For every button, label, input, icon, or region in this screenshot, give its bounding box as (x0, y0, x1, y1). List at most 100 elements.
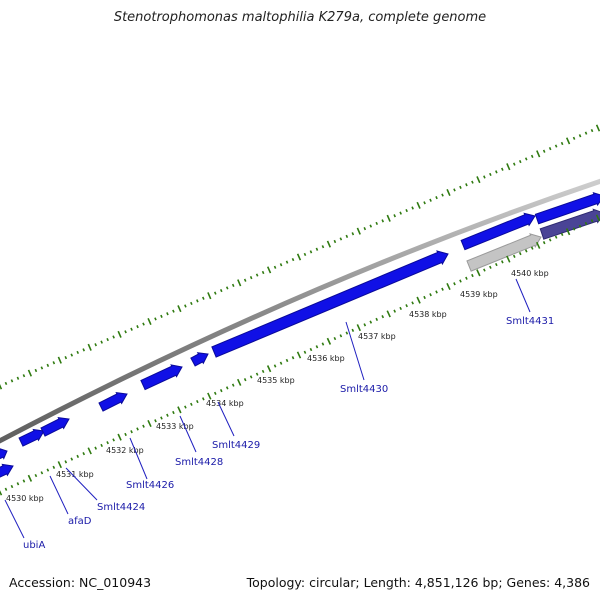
minor-tick (124, 330, 127, 334)
minor-tick (554, 235, 558, 239)
minor-tick (16, 376, 20, 380)
minor-tick (166, 312, 169, 316)
major-tick (446, 188, 451, 197)
major-tick (595, 124, 600, 132)
gene-arrow[interactable] (534, 192, 600, 225)
minor-tick (453, 282, 456, 286)
minor-tick (261, 270, 265, 275)
gene-label-Smlt4428[interactable]: Smlt4428 (175, 457, 223, 468)
minor-tick (483, 175, 486, 179)
gene-arrow[interactable] (460, 212, 536, 251)
minor-tick (249, 276, 253, 280)
minor-tick (202, 397, 205, 401)
tick-label: 4531 kbp (56, 470, 94, 479)
minor-tick (82, 452, 86, 456)
minor-tick (202, 296, 205, 300)
gene-arrow[interactable] (0, 448, 8, 460)
minor-tick (172, 410, 175, 415)
minor-tick (363, 323, 367, 327)
minor-tick (578, 224, 582, 228)
minor-tick (333, 336, 337, 341)
major-tick (356, 324, 361, 332)
gene-arrow-dark[interactable] (539, 208, 600, 240)
minor-tick (554, 144, 558, 148)
minor-tick (590, 219, 594, 223)
major-tick (565, 228, 571, 236)
minor-tick (375, 317, 379, 321)
major-tick (296, 253, 302, 261)
minor-tick (249, 375, 253, 379)
minor-tick (441, 193, 444, 197)
minor-tick (584, 221, 588, 226)
major-tick (296, 351, 302, 359)
tick-label: 4538 kbp (409, 310, 447, 319)
major-tick (446, 282, 451, 291)
minor-tick (46, 363, 50, 367)
minor-tick (70, 457, 74, 461)
tick-label: 4533 kbp (156, 422, 194, 431)
minor-tick (351, 328, 355, 332)
gene-arrow-grey[interactable] (466, 233, 542, 272)
minor-tick (542, 149, 546, 153)
major-tick (207, 292, 212, 300)
minor-tick (285, 358, 289, 363)
minor-tick (225, 386, 229, 390)
minor-tick (184, 304, 187, 308)
minor-tick (345, 234, 349, 238)
minor-tick (273, 364, 277, 368)
gene-arrow[interactable] (40, 417, 70, 437)
minor-tick (572, 227, 576, 231)
major-tick (147, 317, 152, 326)
minor-tick (381, 315, 385, 319)
minor-tick (405, 304, 408, 308)
minor-tick (112, 438, 115, 442)
minor-tick (423, 201, 426, 205)
minor-tick (560, 232, 564, 237)
gene-arrow[interactable] (0, 463, 14, 478)
minor-tick (184, 405, 187, 409)
gene-arrow[interactable] (190, 352, 209, 367)
gene-label-ubiA[interactable]: ubiA (23, 540, 45, 551)
leader-line (345, 321, 365, 381)
minor-tick (219, 389, 223, 393)
gene-label-Smlt4431[interactable]: Smlt4431 (506, 316, 554, 327)
gene-arrow[interactable] (140, 364, 183, 391)
minor-tick (489, 265, 492, 269)
gene-label-Smlt4424[interactable]: Smlt4424 (97, 502, 145, 513)
minor-tick (4, 487, 8, 491)
genome-summary-text: Topology: circular; Length: 4,851,126 bp… (246, 575, 590, 590)
minor-tick (279, 361, 283, 365)
gene-label-afaD[interactable]: afaD (68, 516, 92, 527)
gene-arrow[interactable] (18, 428, 45, 447)
minor-tick (375, 221, 379, 226)
major-tick (595, 214, 600, 222)
minor-tick (572, 136, 576, 140)
minor-tick (94, 446, 97, 450)
tick-label: 4540 kbp (511, 269, 549, 278)
minor-tick (154, 419, 157, 423)
major-tick (237, 279, 242, 287)
minor-tick (46, 468, 50, 472)
minor-tick (243, 278, 247, 282)
major-tick (117, 433, 122, 441)
gene-arrow[interactable] (98, 392, 128, 412)
gene-label-Smlt4430[interactable]: Smlt4430 (340, 384, 388, 395)
minor-tick (76, 454, 80, 458)
gene-arrow[interactable] (211, 250, 449, 358)
major-tick (27, 369, 33, 377)
major-tick (476, 269, 481, 277)
minor-tick (16, 482, 20, 486)
minor-tick (411, 301, 414, 305)
minor-tick (160, 314, 163, 318)
gene-label-Smlt4426[interactable]: Smlt4426 (126, 480, 174, 491)
minor-tick (315, 247, 319, 251)
minor-tick (273, 265, 277, 269)
tick-label: 4537 kbp (358, 332, 396, 341)
inner-tick-ring (0, 214, 600, 496)
minor-tick (351, 232, 355, 236)
major-tick (416, 201, 421, 209)
minor-tick (34, 473, 38, 478)
gene-label-Smlt4429[interactable]: Smlt4429 (212, 440, 260, 451)
minor-tick (321, 245, 325, 249)
tick-label: 4530 kbp (6, 494, 44, 503)
